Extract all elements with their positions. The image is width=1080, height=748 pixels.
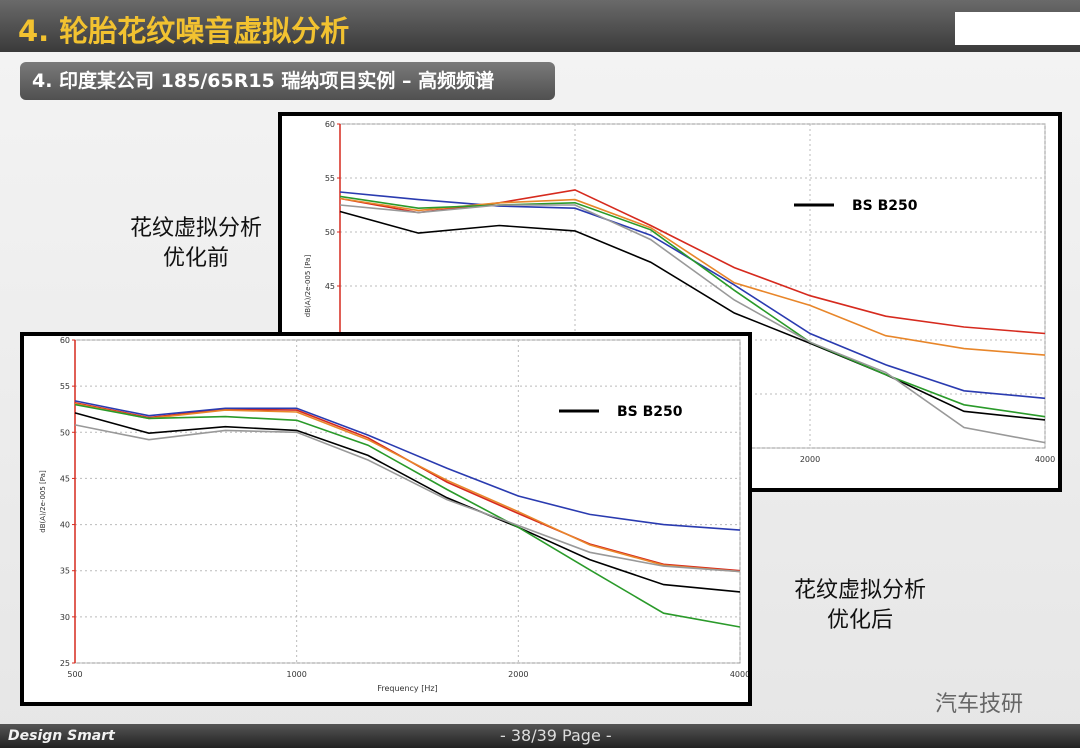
legend-label: BS B250 <box>617 404 683 420</box>
page-number: - 38/39 Page - <box>500 726 612 745</box>
x-tick-label: 4000 <box>730 670 748 679</box>
data-line <box>339 189 1046 335</box>
data-line <box>74 402 741 573</box>
data-line <box>74 424 741 573</box>
y-tick-label: 45 <box>60 474 70 483</box>
chart-frame: 25 30 35 40 45 50 55 60 500 1000 2000 4000 Frequency… <box>20 332 752 706</box>
y-axis-label: dB(A)/2e-005 [Pa] <box>39 470 47 533</box>
legend-label: BS B250 <box>852 198 918 214</box>
y-tick-label: 50 <box>325 228 335 237</box>
y-axis-label: dB(A)/2e-005 [Pa] <box>304 255 312 318</box>
y-tick-label: 40 <box>60 521 70 530</box>
header-bar: 4. 轮胎花纹噪音虚拟分析 <box>0 0 1080 52</box>
data-line <box>74 403 741 628</box>
watermark: 汽车技研 <box>935 692 1024 717</box>
subtitle: 4. 印度某公司 185/65R15 瑞纳项目实例 – 高频频谱 <box>20 62 555 100</box>
data-line <box>339 204 1046 444</box>
data-line <box>74 400 741 531</box>
y-tick-label: 45 <box>325 282 335 291</box>
header-title: 4. 轮胎花纹噪音虚拟分析 <box>18 14 350 48</box>
plot-area <box>74 339 741 664</box>
y-tick-label: 60 <box>325 120 335 129</box>
footer-brand: Design Smart <box>8 728 115 744</box>
x-tick-label: 1000 <box>286 670 306 679</box>
y-tick-label: 55 <box>325 174 335 183</box>
y-tick-label: 35 <box>60 567 70 576</box>
footer-bar: Design Smart - 38/39 Page - <box>0 724 1080 748</box>
caption: 花纹虚拟分析 优化前 <box>129 216 262 271</box>
data-line <box>339 195 1046 418</box>
data-line <box>74 412 741 593</box>
logo-box <box>955 12 1080 45</box>
x-tick-label: 4000 <box>1035 455 1055 464</box>
y-tick-label: 25 <box>60 659 70 668</box>
data-line <box>339 210 1046 421</box>
y-tick-label: 55 <box>60 382 70 391</box>
x-axis-label: Frequency [Hz] <box>377 684 437 693</box>
y-tick-label: 30 <box>60 613 70 622</box>
x-tick-label: 2000 <box>800 455 820 464</box>
chart: 25 30 35 40 45 50 55 60 500 1000 2000 4000 Frequency… <box>39 336 750 693</box>
y-tick-label: 60 <box>60 336 70 345</box>
caption: 花纹虚拟分析 优化后 <box>793 578 926 633</box>
y-tick-label: 50 <box>60 428 70 437</box>
x-tick-label: 500 <box>67 670 82 679</box>
x-tick-label: 2000 <box>508 670 528 679</box>
